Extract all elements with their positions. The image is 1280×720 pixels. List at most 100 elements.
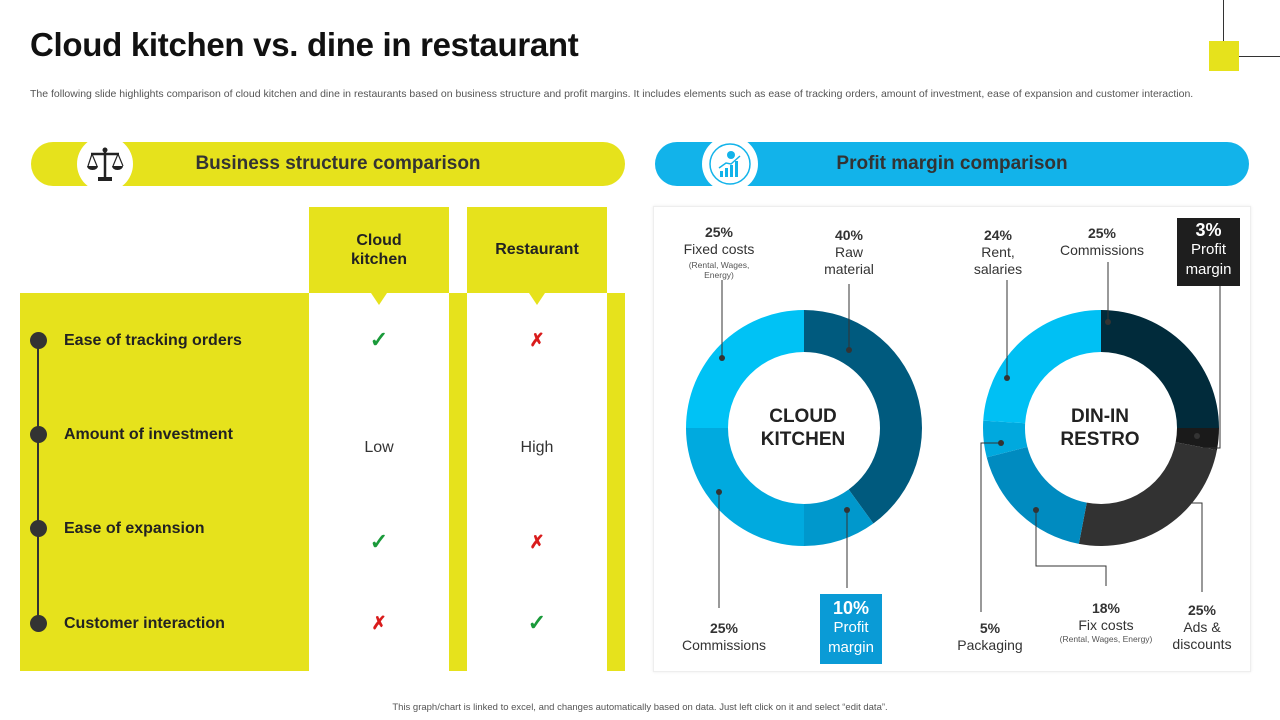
criteria-label: Ease of tracking orders: [64, 332, 242, 349]
leader-dot: [1194, 433, 1200, 439]
cross-icon: ✗: [529, 532, 545, 552]
leader-lines: [716, 262, 1221, 612]
donut-slice: [1175, 428, 1219, 451]
slice-name: Fixed costs: [683, 241, 755, 257]
business-header-title: Business structure comparison: [195, 153, 481, 174]
slice-name: Ads & discounts: [1172, 619, 1232, 652]
leader-dot: [1105, 319, 1111, 325]
slice-pct: 18%: [1091, 600, 1121, 616]
criteria-label: Customer interaction: [64, 615, 225, 632]
slice-pct: 25%: [1087, 225, 1117, 241]
slice-name: Rent, salaries: [973, 244, 1023, 277]
slice-note: (Rental, Wages, Energy): [1059, 634, 1153, 644]
restaurant-column-header: Restaurant: [467, 207, 607, 293]
footer-note: This graph/chart is linked to excel, and…: [392, 702, 888, 713]
donut-slice: [1101, 310, 1219, 428]
cloud-column-header: Cloud kitchen: [309, 207, 449, 293]
slice-label-fixed-costs: 25% Fixed costs (Rental, Wages, Energy): [664, 224, 774, 280]
profit-icon-badge: [702, 136, 758, 192]
slice-label-commissions: 25% Commissions: [1052, 225, 1152, 259]
slice-label-ads-discounts: 25% Ads & discounts: [1162, 602, 1242, 653]
page-title: Cloud kitchen vs. dine in restaurant: [30, 26, 579, 63]
chart-panel: [653, 206, 1251, 672]
criteria-label: Ease of expansion: [64, 520, 205, 537]
restaurant-column-label: Restaurant: [495, 241, 579, 258]
slice-pct: 25%: [1187, 602, 1217, 618]
slice-pct: 10%: [832, 598, 870, 618]
slice-name: Packaging: [957, 637, 1023, 653]
checkmark-icon: ✓: [369, 327, 389, 352]
table-right-edge: [607, 293, 625, 671]
slice-pct: 25%: [709, 620, 739, 636]
cloud-column-label: Cloud kitchen: [350, 232, 407, 268]
growth-chart-icon: [709, 143, 751, 185]
donut-slice: [1078, 442, 1217, 546]
slice-label-packaging: 5% Packaging: [950, 620, 1030, 654]
slice-pct: 5%: [979, 620, 1001, 636]
investment-restaurant-value: High: [520, 439, 554, 456]
column-divider: [449, 293, 467, 671]
cloud-column-pointer: [371, 293, 387, 305]
criteria-dot: [30, 520, 47, 537]
slice-pct: 24%: [983, 227, 1013, 243]
donut-slice: [983, 420, 1028, 458]
criteria-label: Amount of investment: [64, 426, 233, 443]
leader-dot: [998, 440, 1004, 446]
slice-name: Profit margin: [828, 619, 874, 656]
slice-name: Raw material: [824, 244, 874, 277]
leader-line: [1035, 510, 1107, 586]
cross-icon: ✗: [371, 613, 387, 633]
slice-name: Commissions: [1059, 242, 1144, 258]
donut-center-label: DIN-IN RESTRO: [1060, 406, 1140, 450]
corner-line-vertical: [1223, 0, 1224, 56]
slice-label-rent-salaries: 24% Rent, salaries: [958, 227, 1038, 278]
slice-label-commissions: 25% Commissions: [669, 620, 779, 654]
criteria-panel: [20, 293, 309, 671]
slice-label-fix-costs: 18% Fix costs (Rental, Wages, Energy): [1051, 600, 1161, 644]
slice-label-raw-material: 40% Raw material: [804, 227, 894, 278]
business-icon-badge: [77, 136, 133, 192]
leader-dot: [846, 347, 852, 353]
donut-slice: [986, 446, 1087, 544]
slice-name: Commissions: [681, 637, 766, 653]
criteria-dot: [30, 426, 47, 443]
checkmark-icon: ✓: [527, 610, 547, 635]
slice-note: (Rental, Wages, Energy): [688, 260, 750, 280]
slice-pct: 3%: [1195, 220, 1222, 240]
slice-label-profit-margin: 10% Profit margin: [820, 594, 882, 664]
leader-dot: [844, 507, 850, 513]
criteria-dot: [30, 332, 47, 349]
corner-square: [1209, 41, 1239, 71]
investment-cloud-value: Low: [364, 439, 394, 456]
leader-dot: [1179, 500, 1185, 506]
donut-slice: [686, 310, 804, 428]
slice-label-profit-margin: 3% Profit margin: [1177, 218, 1240, 286]
donut-slice: [686, 428, 804, 546]
slice-pct: 40%: [834, 227, 864, 243]
leader-dot: [719, 355, 725, 361]
donut-slice: [983, 310, 1101, 424]
slice-pct: 25%: [704, 224, 734, 240]
scales-icon: [87, 147, 124, 181]
leader-line: [1182, 502, 1203, 592]
leader-line: [1197, 284, 1221, 449]
leader-line: [980, 442, 1001, 612]
leader-dot: [1004, 375, 1010, 381]
slice-name: Fix costs: [1078, 617, 1134, 633]
criteria-dot: [30, 615, 47, 632]
corner-line-horizontal: [1223, 56, 1280, 57]
profit-header-title: Profit margin comparison: [836, 153, 1068, 174]
page-description: The following slide highlights compariso…: [30, 88, 1194, 100]
donut-slice: [804, 310, 922, 524]
leader-dot: [1033, 507, 1039, 513]
donut-cloud-kitchen: [686, 310, 922, 546]
checkmark-icon: ✓: [369, 529, 389, 554]
slice-name: Profit margin: [1185, 241, 1232, 278]
restaurant-column-pointer: [529, 293, 545, 305]
donut-slice: [804, 489, 874, 546]
donut-center-label: CLOUD KITCHEN: [760, 406, 846, 450]
cross-icon: ✗: [529, 330, 545, 350]
donut-din-in-restro: [983, 310, 1219, 546]
criteria-timeline: [37, 341, 39, 625]
